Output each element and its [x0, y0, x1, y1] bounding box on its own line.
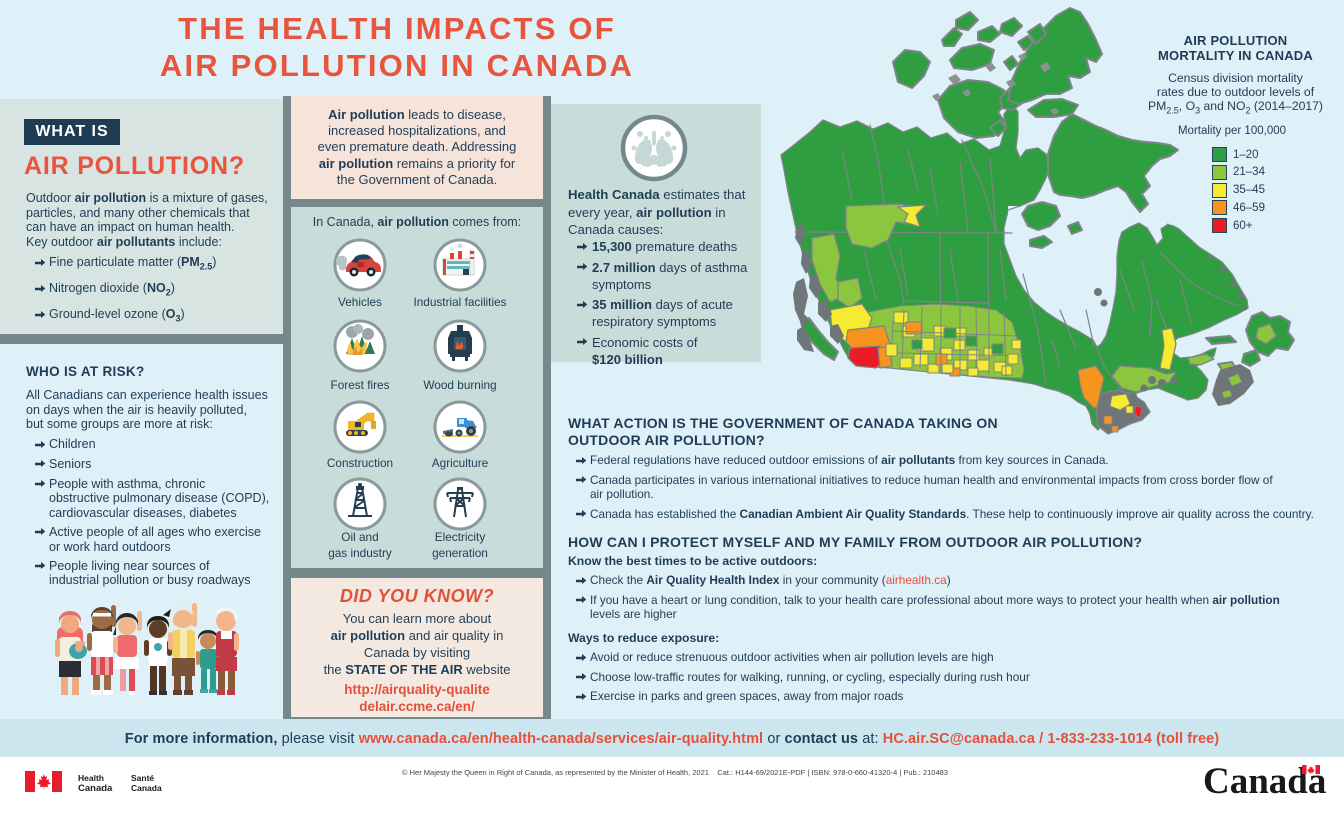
svg-text:Health: Health: [78, 773, 104, 783]
svg-text:Canada: Canada: [78, 783, 113, 794]
svg-text:Santé: Santé: [131, 773, 154, 783]
svg-text:Canada: Canada: [131, 783, 162, 793]
